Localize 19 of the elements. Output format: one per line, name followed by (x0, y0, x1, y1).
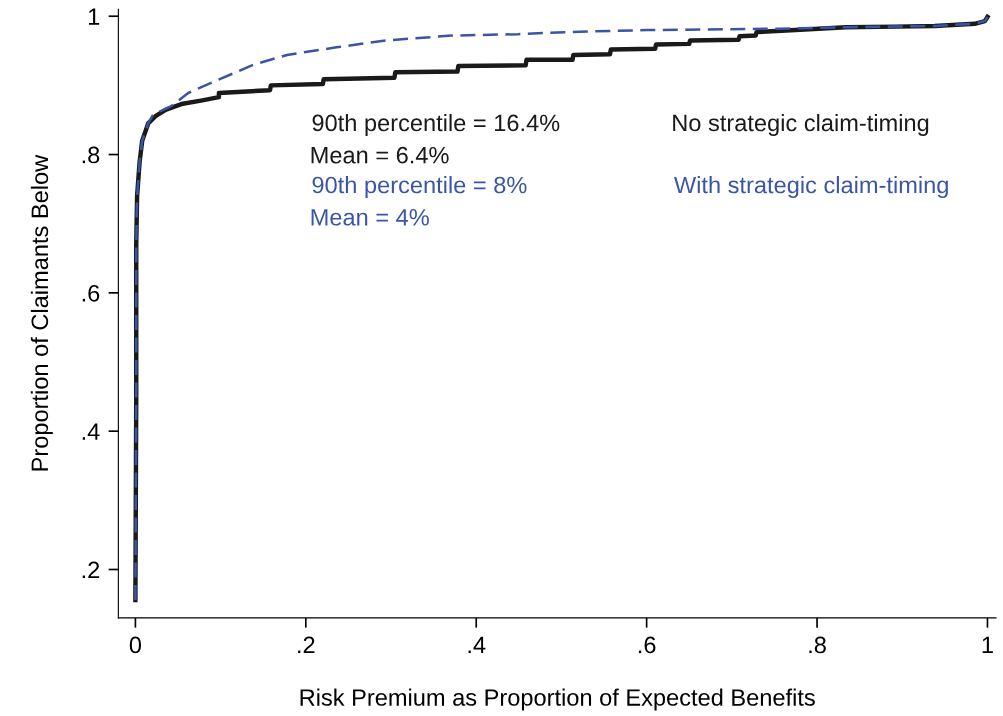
x-axis-title: Risk Premium as Proportion of Expected Benefits (300, 688, 815, 711)
y-tick-label: .6 (82, 284, 100, 302)
x-tick-label: .8 (809, 636, 826, 654)
text: No strategic claim-timing (673, 113, 929, 136)
x-tick-label: .6 (638, 636, 656, 654)
annotation: 90th percentile = 16.4% (312, 113, 560, 136)
annotation: Mean = 4% (311, 209, 429, 226)
annotation: 90th percentile = 8% (312, 176, 527, 199)
text: With strategic claim-timing (673, 176, 948, 199)
annotation: Mean = 6.4% (311, 146, 449, 164)
y-tick-label: 1 (88, 8, 100, 25)
y-tick-label: .2 (82, 561, 100, 579)
y-axis-title: Proportion of Claimants Below (30, 154, 53, 471)
y-tick-label: .4 (82, 423, 100, 440)
y-tick-label: .8 (82, 146, 100, 164)
x-tick-label: 0 (129, 636, 142, 654)
x-tick-label: 1 (982, 636, 993, 654)
x-tick-label: .2 (298, 636, 315, 654)
x-tick-label: .4 (468, 636, 486, 654)
